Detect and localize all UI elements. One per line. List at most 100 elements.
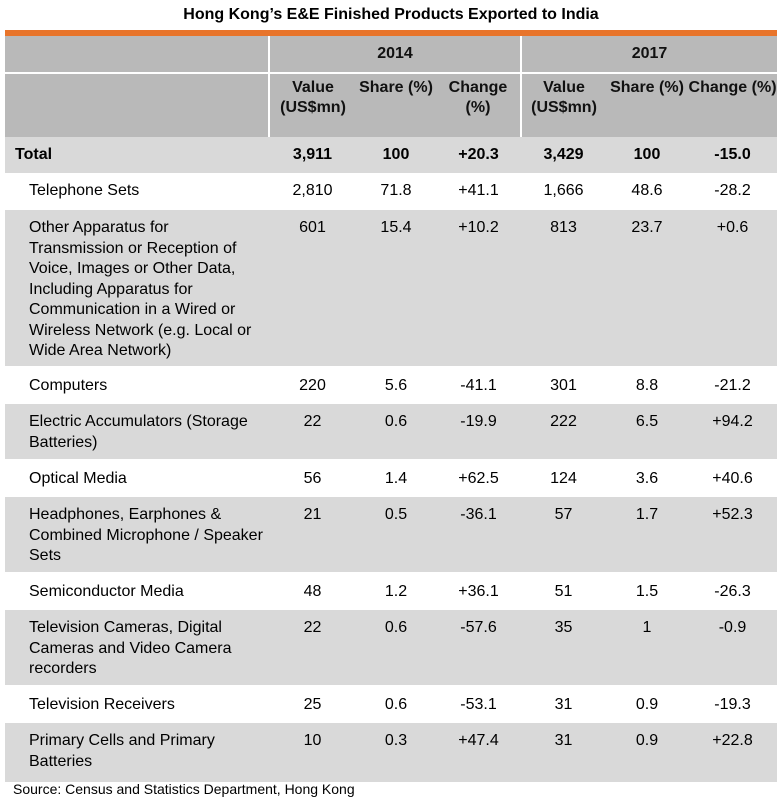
value-2014: 48	[269, 572, 356, 609]
change-2017: -0.9	[688, 608, 778, 686]
value-2017: 813	[521, 208, 606, 367]
change-2014: +20.3	[436, 137, 521, 173]
col-share-2014: Share (%)	[356, 72, 436, 137]
value-2017: 31	[521, 721, 606, 782]
year-2014-header: 2014	[269, 36, 522, 73]
change-2017: +52.3	[688, 495, 778, 573]
col-value-2017: Value (US$mn)	[521, 72, 606, 137]
share-2014: 5.6	[356, 366, 436, 403]
share-2017: 100	[606, 137, 688, 173]
change-2014: +41.1	[436, 173, 521, 209]
change-2014: -19.9	[436, 402, 521, 460]
exports-table: 2014 2017 Value (US$mn) Share (%) Change…	[5, 36, 778, 782]
value-2014: 3,911	[269, 137, 356, 173]
change-2017: +22.8	[688, 721, 778, 782]
value-2017: 301	[521, 366, 606, 403]
accent-bar	[5, 30, 777, 36]
table-row: Other Apparatus for Transmission or Rece…	[5, 208, 778, 367]
change-2017: -21.2	[688, 366, 778, 403]
share-2014: 100	[356, 137, 436, 173]
row-label: Semiconductor Media	[5, 572, 269, 609]
value-2014: 22	[269, 608, 356, 686]
change-2017: -15.0	[688, 137, 778, 173]
share-2017: 1	[606, 608, 688, 686]
value-2017: 222	[521, 402, 606, 460]
row-label: Primary Cells and Primary Batteries	[5, 721, 269, 782]
share-2014: 0.3	[356, 721, 436, 782]
row-label: Computers	[5, 366, 269, 403]
share-2014: 71.8	[356, 173, 436, 209]
value-2017: 1,666	[521, 173, 606, 209]
source-note: Source: Census and Statistics Department…	[13, 781, 355, 797]
table-row: Telephone Sets 2,810 71.8 +41.1 1,666 48.6 -28…	[5, 173, 778, 209]
change-2017: -28.2	[688, 173, 778, 209]
row-label: Other Apparatus for Transmission or Rece…	[5, 208, 269, 367]
table-row: Television Cameras, Digital Cameras and …	[5, 608, 778, 686]
change-2017: -19.3	[688, 685, 778, 722]
row-label: Television Receivers	[5, 685, 269, 722]
value-2014: 22	[269, 402, 356, 460]
table-body: Total 3,911 100 +20.3 3,429 100 -15.0 Te…	[5, 137, 778, 782]
table-row: Television Receivers 25 0.6 -53.1 31 0.9 -19.3	[5, 685, 778, 722]
value-2014: 2,810	[269, 173, 356, 209]
share-2014: 1.2	[356, 572, 436, 609]
table-row: Primary Cells and Primary Batteries 10 0.3…	[5, 721, 778, 782]
row-label: Electric Accumulators (Storage Batteries…	[5, 402, 269, 460]
share-2017: 1.5	[606, 572, 688, 609]
year-2017-header: 2017	[521, 36, 778, 73]
share-2017: 1.7	[606, 495, 688, 573]
change-2017: +94.2	[688, 402, 778, 460]
value-2017: 3,429	[521, 137, 606, 173]
value-2017: 51	[521, 572, 606, 609]
table-row: Headphones, Earphones & Combined Microph…	[5, 495, 778, 573]
table-row: Computers 220 5.6 -41.1 301 8.8 -21.2	[5, 366, 778, 403]
row-label: Headphones, Earphones & Combined Microph…	[5, 495, 269, 573]
col-change-2014: Change (%)	[436, 72, 522, 137]
year-header-row: 2014 2017	[5, 36, 778, 73]
value-2014: 220	[269, 366, 356, 403]
value-2014: 10	[269, 721, 356, 782]
change-2014: -53.1	[436, 685, 521, 722]
change-2014: -36.1	[436, 495, 521, 573]
value-2017: 57	[521, 495, 606, 573]
row-label: Optical Media	[5, 459, 269, 496]
share-2017: 3.6	[606, 459, 688, 496]
change-2017: +40.6	[688, 459, 778, 496]
header-blank-cell	[5, 36, 270, 73]
change-2014: +10.2	[436, 208, 521, 367]
table-row: Semiconductor Media 48 1.2 +36.1 51 1.5 -26.3	[5, 572, 778, 609]
col-change-2017: Change (%)	[688, 72, 778, 137]
change-2017: +0.6	[688, 208, 778, 367]
share-2014: 0.6	[356, 402, 436, 460]
total-row: Total 3,911 100 +20.3 3,429 100 -15.0	[5, 137, 778, 173]
col-value-2014: Value (US$mn)	[269, 72, 356, 137]
change-2014: -57.6	[436, 608, 521, 686]
change-2014: -41.1	[436, 366, 521, 403]
share-2017: 0.9	[606, 685, 688, 722]
table-row: Optical Media 56 1.4 +62.5 124 3.6 +40.6	[5, 459, 778, 496]
share-2014: 1.4	[356, 459, 436, 496]
change-2014: +62.5	[436, 459, 521, 496]
share-2017: 48.6	[606, 173, 688, 209]
header-blank-cell	[5, 72, 270, 137]
share-2014: 0.6	[356, 608, 436, 686]
value-2014: 601	[269, 208, 356, 367]
change-2014: +36.1	[436, 572, 521, 609]
share-2017: 8.8	[606, 366, 688, 403]
row-label: Telephone Sets	[5, 173, 269, 209]
value-2014: 25	[269, 685, 356, 722]
share-2014: 0.6	[356, 685, 436, 722]
row-label: Total	[5, 137, 269, 173]
value-2017: 31	[521, 685, 606, 722]
table-row: Electric Accumulators (Storage Batteries…	[5, 402, 778, 460]
value-2014: 21	[269, 495, 356, 573]
table-title: Hong Kong’s E&E Finished Products Export…	[183, 6, 599, 23]
col-share-2017: Share (%)	[606, 72, 688, 137]
value-2017: 35	[521, 608, 606, 686]
share-2017: 23.7	[606, 208, 688, 367]
change-2017: -26.3	[688, 572, 778, 609]
value-2017: 124	[521, 459, 606, 496]
change-2014: +47.4	[436, 721, 521, 782]
share-2014: 0.5	[356, 495, 436, 573]
column-header-row: Value (US$mn) Share (%) Change (%) Value…	[5, 72, 778, 137]
